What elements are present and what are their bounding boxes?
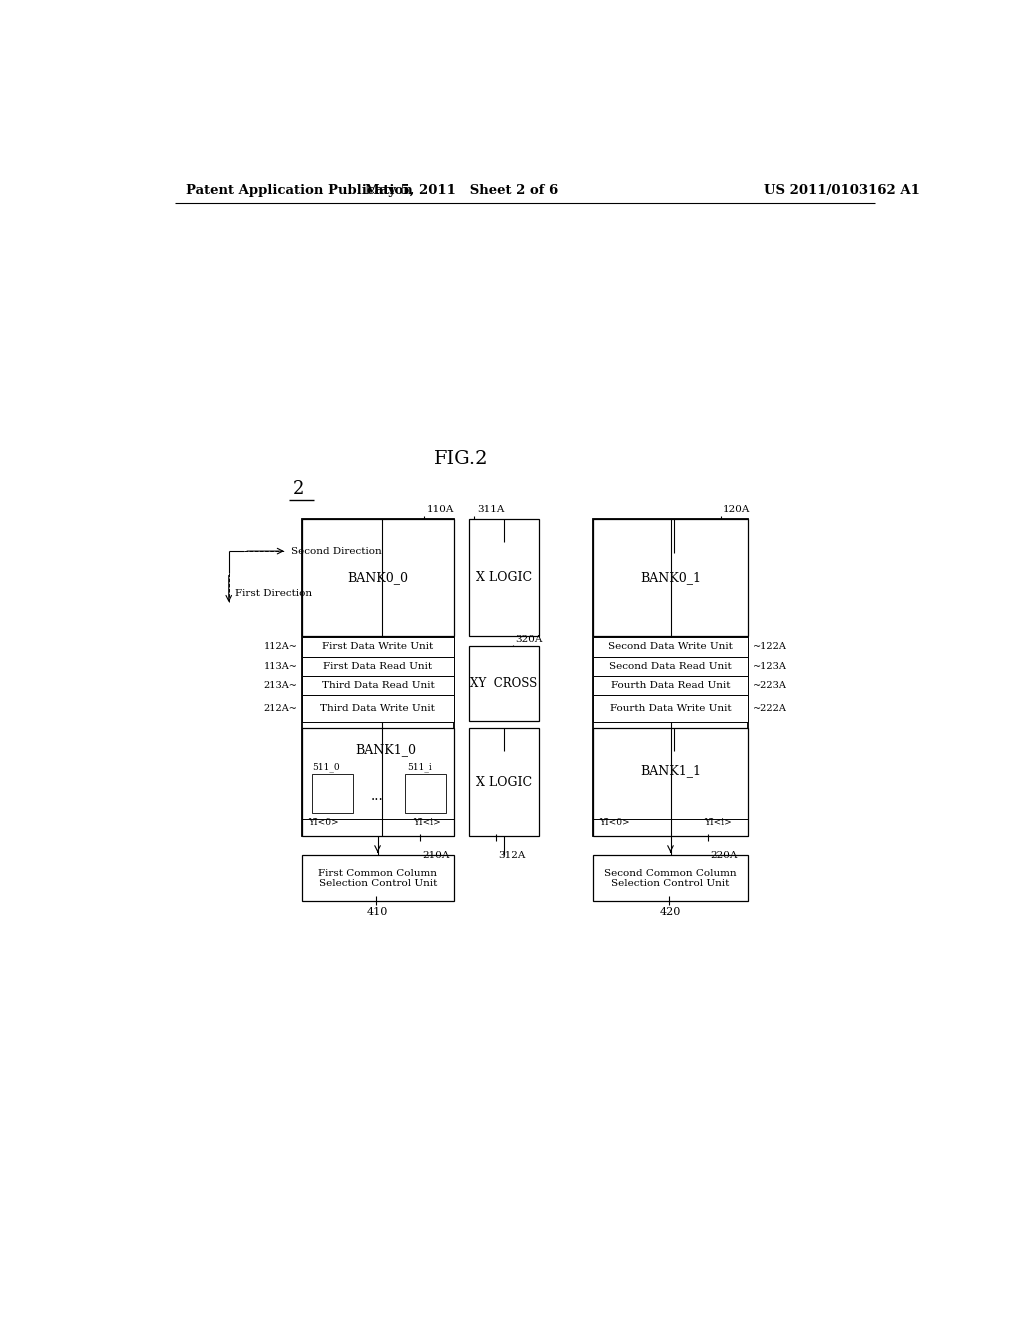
Bar [593,519,748,636]
Text: XY  CROSS: XY CROSS [470,677,538,689]
Text: 220A: 220A [711,850,738,859]
Text: ~123A: ~123A [753,661,786,671]
Text: Patent Application Publication: Patent Application Publication [186,185,413,197]
Bar [469,519,539,636]
Text: 110A: 110A [426,506,454,515]
Text: 120A: 120A [723,506,751,515]
Bar [469,645,539,721]
Text: ~122A: ~122A [753,643,786,652]
Text: 511_i: 511_i [407,763,432,772]
Bar [302,519,454,636]
Bar [302,676,454,696]
Bar [593,519,748,836]
Text: BANK0_0: BANK0_0 [347,570,409,583]
Bar [593,696,748,722]
Bar [469,729,539,836]
Text: First Data Read Unit: First Data Read Unit [324,661,432,671]
Text: ~223A: ~223A [753,681,786,690]
Text: BANK0_1: BANK0_1 [640,570,701,583]
Bar [593,676,748,696]
Text: US 2011/0103162 A1: US 2011/0103162 A1 [764,185,920,197]
Text: X LOGIC: X LOGIC [476,776,531,788]
Text: ...: ... [371,789,384,803]
Text: Second Data Write Unit: Second Data Write Unit [608,643,733,652]
Bar [406,775,445,813]
Bar [593,855,748,902]
Bar [302,656,454,676]
Text: BANK1_1: BANK1_1 [640,764,701,777]
Text: YI<0>: YI<0> [308,817,338,826]
Text: 420: 420 [659,907,681,917]
Bar [302,855,454,902]
Text: 320A: 320A [515,635,543,644]
Bar [593,638,748,656]
Text: Third Data Read Unit: Third Data Read Unit [322,681,434,690]
Bar [302,519,454,836]
Text: 213A~: 213A~ [264,681,298,690]
Text: 511_0: 511_0 [312,763,340,772]
Text: 113A~: 113A~ [264,661,298,671]
Text: 410: 410 [367,907,388,917]
Text: First Data Write Unit: First Data Write Unit [323,643,433,652]
Text: First Direction: First Direction [234,589,312,598]
Text: 212A~: 212A~ [264,704,298,713]
Bar [593,656,748,676]
Text: YI<i>: YI<i> [705,817,732,826]
Text: 112A~: 112A~ [264,643,298,652]
Text: Third Data Write Unit: Third Data Write Unit [321,704,435,713]
Bar [302,729,454,836]
Text: ~222A: ~222A [753,704,786,713]
Bar [593,729,748,836]
Text: Fourth Data Read Unit: Fourth Data Read Unit [610,681,730,690]
Text: BANK1_0: BANK1_0 [355,743,416,756]
Text: 311A: 311A [477,506,504,515]
Text: Second Direction: Second Direction [291,546,382,556]
Text: 312A: 312A [499,850,526,859]
Text: First Common Column
Selection Control Unit: First Common Column Selection Control Un… [318,869,437,888]
Bar [312,775,352,813]
Bar [302,696,454,722]
Text: X LOGIC: X LOGIC [476,570,531,583]
Text: May 5, 2011   Sheet 2 of 6: May 5, 2011 Sheet 2 of 6 [365,185,558,197]
Text: Fourth Data Write Unit: Fourth Data Write Unit [609,704,731,713]
Text: 2: 2 [293,480,304,499]
Text: YI<0>: YI<0> [599,817,630,826]
Text: Second Common Column
Selection Control Unit: Second Common Column Selection Control U… [604,869,737,888]
Text: YI<i>: YI<i> [414,817,441,826]
Text: 210A: 210A [423,850,450,859]
Text: FIG.2: FIG.2 [434,450,488,467]
Text: Second Data Read Unit: Second Data Read Unit [609,661,732,671]
Bar [302,638,454,656]
